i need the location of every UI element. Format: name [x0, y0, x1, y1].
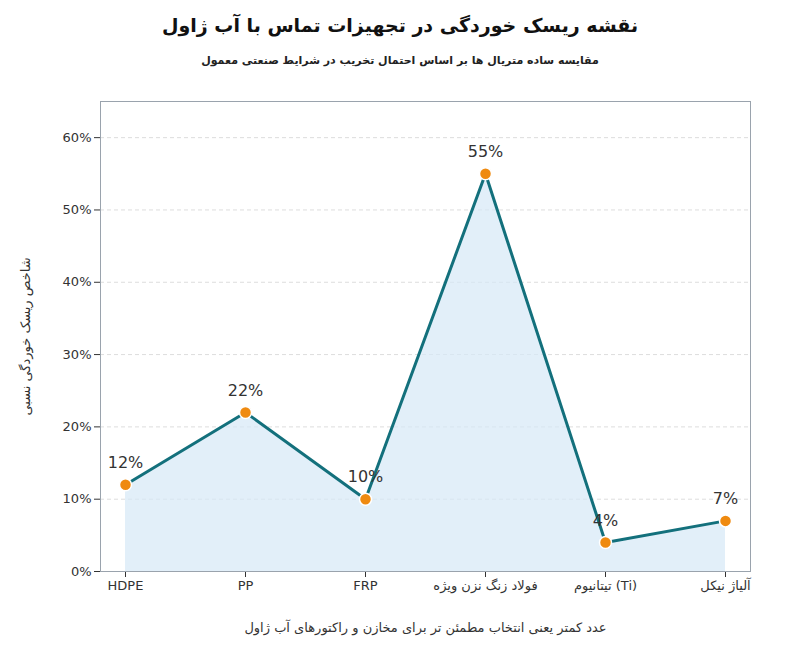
svg-text:فولاد زنگ نزن ویژه: فولاد زنگ نزن ویژه	[433, 578, 537, 594]
svg-text:55%: 55%	[468, 142, 504, 161]
svg-text:0%: 0%	[71, 564, 92, 579]
svg-text:30%: 30%	[63, 347, 92, 362]
svg-text:7%: 7%	[713, 489, 738, 508]
svg-text:60%: 60%	[63, 130, 92, 145]
svg-text:20%: 20%	[63, 419, 92, 434]
svg-text:50%: 50%	[63, 202, 92, 217]
svg-text:آلیاژ نیکل: آلیاژ نیکل	[700, 577, 752, 594]
svg-text:10%: 10%	[63, 491, 92, 506]
svg-text:FRP: FRP	[353, 578, 378, 593]
html-text:نقشه ریسک خوردگی در تجهیزات تم: نقشه ریسک خوردگی در تجهیزات تماس با آب ژ…	[161, 14, 638, 36]
svg-text:12%: 12%	[108, 453, 144, 472]
svg-text:22%: 22%	[228, 381, 264, 400]
svg-text:HDPE: HDPE	[108, 578, 144, 593]
svg-text:40%: 40%	[63, 274, 92, 289]
svg-text:10%: 10%	[348, 467, 384, 486]
svg-text:PP: PP	[238, 578, 254, 593]
svg-text:تیتانیوم (Ti): تیتانیوم (Ti)	[574, 578, 637, 594]
svg-text:عدد کمتر یعنی انتخاب مطمئن تر: عدد کمتر یعنی انتخاب مطمئن تر برای مخازن…	[244, 619, 606, 636]
svg-text:شاخص ریسک خوردگی نسبی: شاخص ریسک خوردگی نسبی	[18, 257, 34, 415]
svg-text:4%: 4%	[593, 511, 618, 530]
html-text:مقایسه ساده متریال ها بر اساس: مقایسه ساده متریال ها بر اساس احتمال تخر…	[201, 54, 599, 67]
